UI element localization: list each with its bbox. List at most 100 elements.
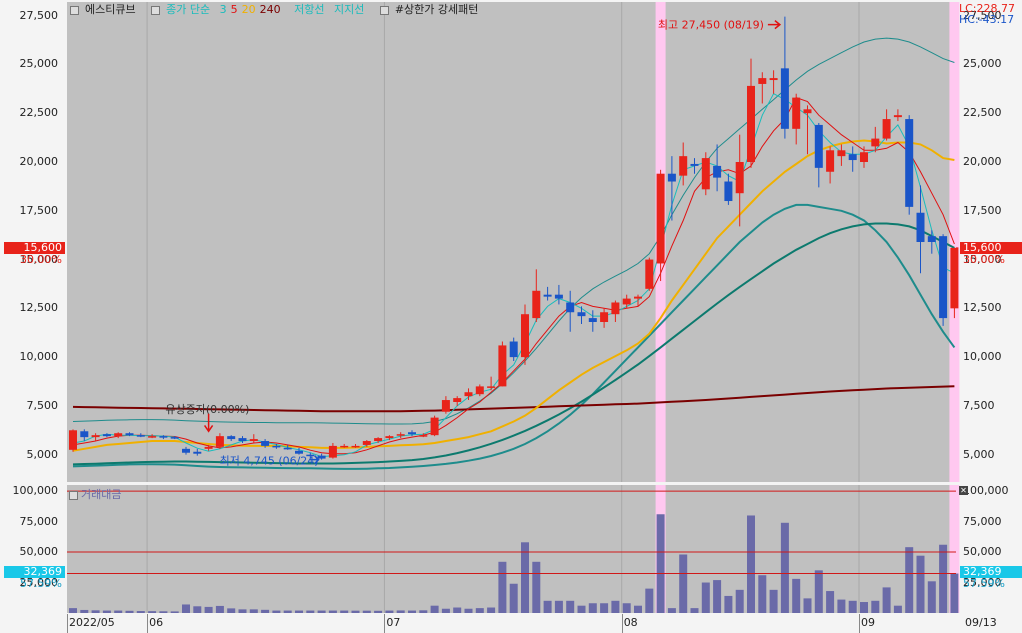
current-price-badge: 15,600 [960, 241, 1022, 254]
volume-bar [916, 555, 925, 613]
ma-legend[interactable]: 종가 단순 3 5 20 240 저항선 지지선 [151, 3, 374, 16]
volume-bar [667, 608, 676, 613]
date-label: 07 [386, 616, 401, 629]
legend-bar: 에스티큐브 종가 단순 3 5 20 240 저항선 지지선 #상한가 강세패턴 [70, 3, 490, 17]
pattern-toggle-icon[interactable] [379, 5, 389, 15]
close-icon[interactable]: ✕ [959, 486, 968, 495]
low-annotation: 최저 4,745 (06/24) [220, 455, 319, 468]
lc-indicator: LC:228.77 [959, 2, 1016, 15]
arrow-right-icon [309, 455, 320, 465]
price-axis-right: 27,500 25,000 22,500 20,000 17,500 15,000 12,5… [957, 0, 1022, 482]
change-pct-label: 30.00% [963, 252, 1005, 266]
candle-up [374, 438, 383, 442]
ma-periods: 3 5 20 240 [220, 3, 285, 16]
price-tick-label: 15,000 [963, 252, 1002, 266]
candle-up [735, 162, 744, 194]
candle-up [882, 119, 891, 139]
ma-support-line [72, 222, 955, 466]
volume-bar [679, 554, 688, 613]
candle-down [170, 437, 179, 439]
volume-tick-label: 25,000 [963, 575, 1002, 589]
candle-down [905, 119, 914, 207]
stock-toggle-icon[interactable] [70, 5, 79, 15]
ma-period-label[interactable]: 240 [259, 3, 281, 16]
candle-down [780, 68, 789, 129]
volume-pane[interactable]: 거래대금 ✕ [67, 485, 968, 613]
volume-bar [215, 605, 224, 613]
date-separator [67, 614, 68, 633]
price-tick-label: 20,000 [963, 155, 1002, 168]
volume-bar [238, 609, 247, 613]
candle-down [272, 445, 281, 448]
volume-bar [148, 611, 157, 613]
current-volume-badge: 32,369 [960, 565, 1022, 578]
volume-bar [577, 605, 586, 613]
volume-bar [622, 603, 631, 613]
volume-bar [521, 542, 529, 613]
candle-up [430, 417, 439, 436]
price-pane[interactable]: 최고 27,450 (08/19) 최저 4,745 (06/24) 유상증자(0.… [67, 2, 960, 482]
volume-bar [656, 514, 665, 613]
volume-bar [758, 575, 767, 613]
candle-up [441, 400, 450, 412]
volume-bar [204, 606, 213, 613]
candle-up [622, 298, 631, 305]
volume-toggle-icon[interactable] [69, 490, 78, 500]
candle-up [249, 439, 258, 442]
volume-bar [566, 600, 575, 613]
volume-tick-label: 75,000 [19, 514, 59, 528]
volume-bar [769, 589, 778, 613]
volume-bar [351, 610, 360, 613]
volume-axis-right: 100,000 75,000 50,000 25,000 32,369 57.59% [957, 485, 1022, 613]
volume-bar [927, 581, 936, 613]
candle-down [238, 438, 247, 442]
volume-bar [509, 583, 518, 613]
stock-name[interactable]: 에스티큐브 [70, 3, 142, 16]
volume-bar [114, 610, 123, 613]
volume-bar [690, 608, 699, 613]
candle-up [769, 78, 778, 81]
volume-tick-label: 100,000 [12, 484, 59, 498]
volume-bar [498, 561, 507, 613]
ma-toggle-icon[interactable] [151, 5, 161, 15]
price-tick-label: 20,000 [19, 155, 59, 168]
volume-bar [91, 610, 100, 613]
candle-down [690, 163, 699, 166]
candle-down [136, 435, 145, 437]
volume-bar [340, 610, 349, 613]
candle-down [667, 173, 676, 182]
volume-bar [724, 595, 733, 613]
price-tick-label: 10,000 [963, 350, 1002, 364]
volume-bar [159, 611, 168, 613]
candle-up [148, 436, 157, 438]
hc-indicator: HC:-43.17 [959, 13, 1015, 26]
volume-bar [295, 610, 303, 613]
arrow-right-icon [767, 20, 782, 30]
volume-bar [905, 547, 914, 613]
volume-bar [80, 609, 89, 613]
volume-bar [554, 600, 563, 613]
ma-period-label[interactable]: 5 [230, 3, 238, 16]
price-chart: 최고 27,450 (08/19) 최저 4,745 (06/24) 유상증자(0.… [69, 2, 960, 482]
volume-bar [283, 610, 292, 613]
candle-up [464, 392, 473, 397]
candle-down [566, 302, 575, 313]
current-price-badge: 15,600 [4, 241, 65, 254]
candle-down [408, 432, 416, 435]
candle-down [283, 447, 292, 450]
candle-up [419, 435, 428, 437]
volume-bar [600, 603, 609, 613]
ma-period-label[interactable]: 3 [219, 3, 227, 16]
volume-bar [453, 607, 462, 613]
candle-up [328, 445, 337, 458]
candle-up [114, 433, 123, 437]
volume-pct-label: 57.59% [20, 576, 62, 590]
ma-period-label[interactable]: 20 [241, 3, 256, 16]
candle-down [509, 341, 518, 358]
candle-down [916, 212, 925, 242]
volume-tick-label: 50,000 [963, 545, 1002, 559]
candle-up [351, 445, 360, 448]
price-tick-label: 5,000 [26, 447, 59, 461]
candle-down [80, 431, 89, 438]
pattern-legend[interactable]: #상한가 강세패턴 [379, 3, 485, 16]
